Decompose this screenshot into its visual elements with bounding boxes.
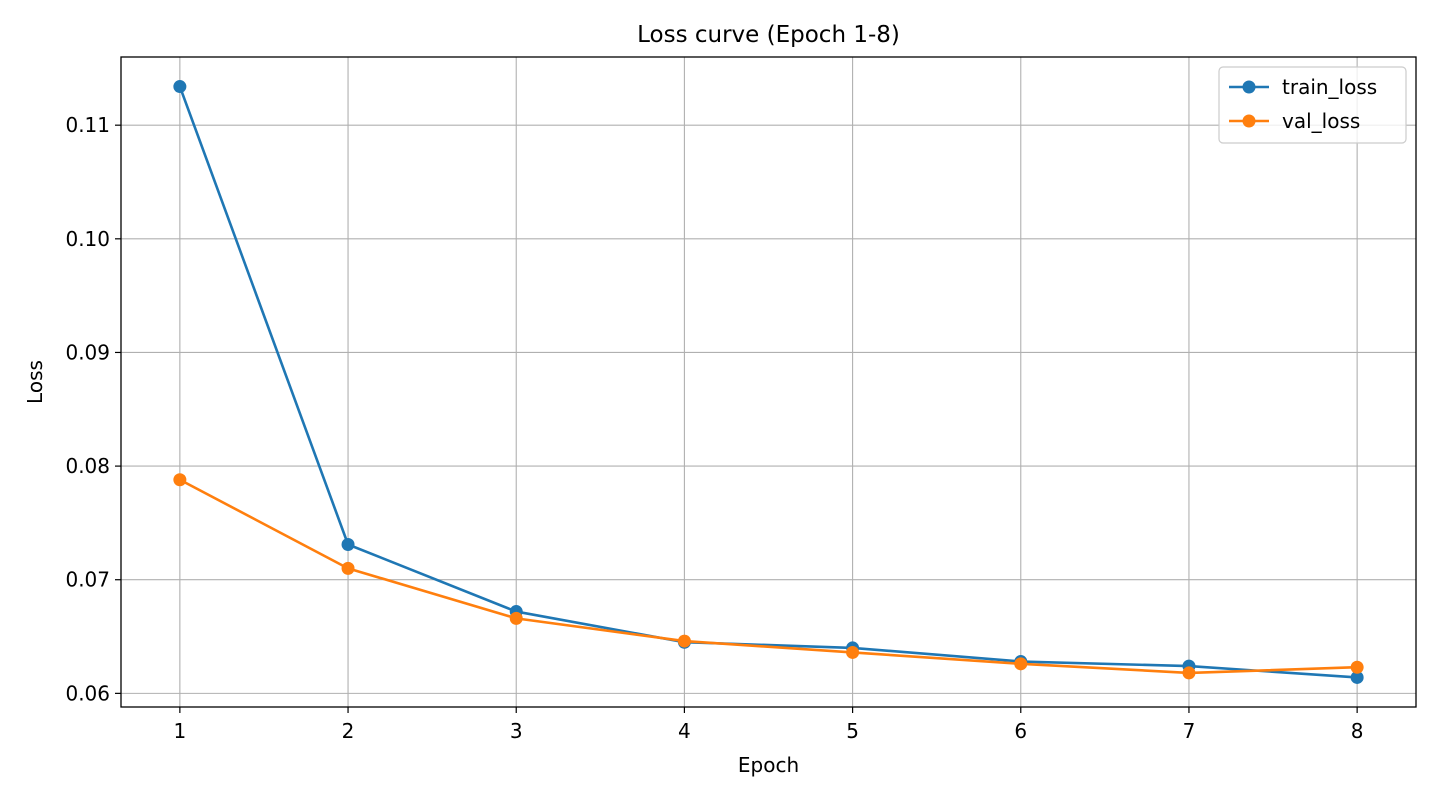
legend-marker [1242,80,1256,94]
val_loss-point [1350,660,1364,674]
x-tick-label: 7 [1183,719,1196,743]
val_loss-point [846,645,860,659]
val_loss-point [677,634,691,648]
train_loss-point [1350,670,1364,684]
val_loss-point [1014,657,1028,671]
chart-legend: train_loss val_loss [1218,66,1407,144]
val_loss-point [509,611,523,625]
y-tick-label: 0.11 [65,113,110,137]
x-tick-label: 2 [342,719,355,743]
val_loss-point [173,473,187,487]
plot-frame [120,56,1417,708]
train_loss-line [178,86,1358,679]
train_loss-point [173,80,187,94]
x-tick-label: 8 [1351,719,1364,743]
legend-marker [1242,114,1256,128]
legend-label: val_loss [1282,109,1360,133]
val_loss-line [179,478,1358,675]
axis-ticks: 1 2 3 4 5 6 7 8 0.06 0.07 0.08 0.09 0.10 0.11 [65,113,1363,743]
val_loss-point [1182,666,1196,680]
x-tick-label: 4 [678,719,691,743]
y-tick-label: 0.08 [65,454,110,478]
x-tick-label: 5 [846,719,859,743]
legend-label: train_loss [1282,75,1377,99]
y-tick-label: 0.06 [65,681,110,705]
grid-lines [121,57,1416,707]
y-tick-label: 0.07 [65,568,110,592]
y-tick-label: 0.09 [65,340,110,364]
val_loss-point [341,561,355,575]
x-tick-label: 6 [1014,719,1027,743]
y-tick-label: 0.10 [65,227,110,251]
x-tick-label: 3 [510,719,523,743]
chart-title: Loss curve (Epoch 1-8) [637,22,900,48]
x-axis-label: Epoch [738,753,799,777]
train_loss-point [341,538,355,551]
y-axis-label: Loss [23,360,47,404]
series-lines [173,80,1364,684]
x-tick-label: 1 [173,719,186,743]
